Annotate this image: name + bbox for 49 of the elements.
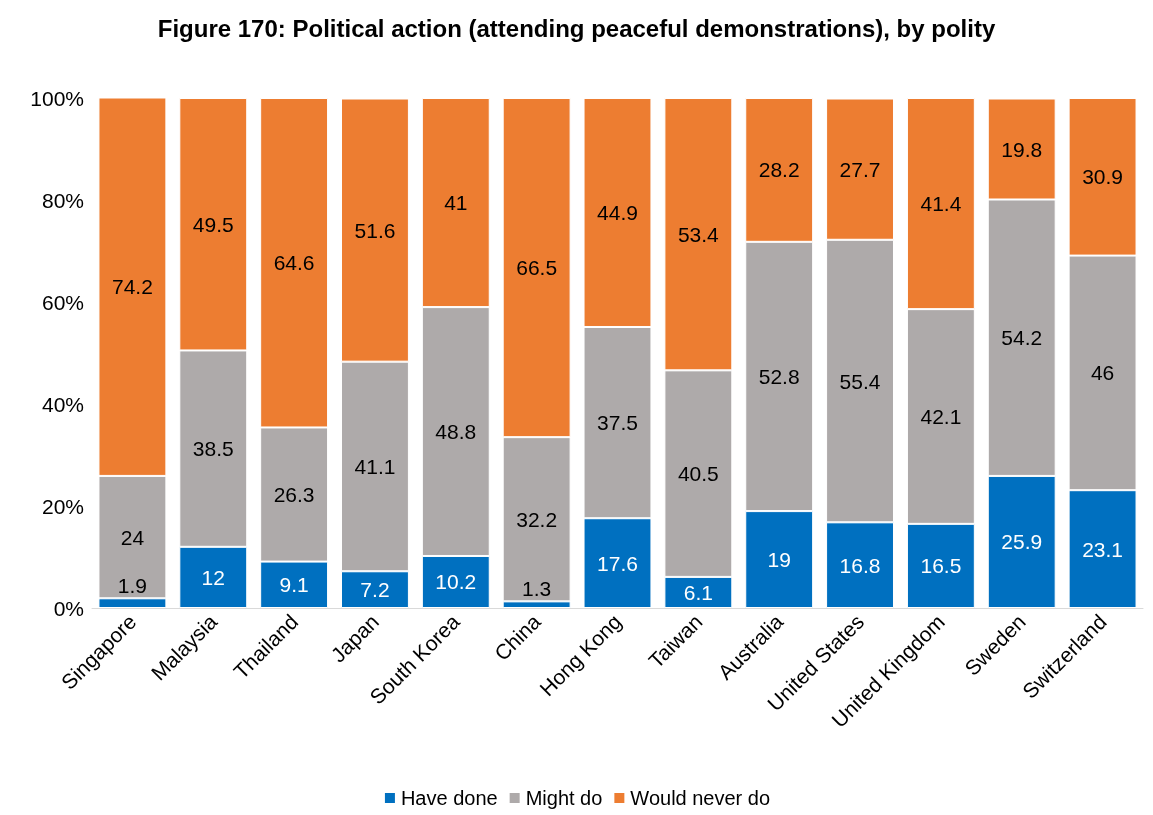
data-label: 41.4 [920,192,962,216]
data-label: 52.8 [758,364,800,388]
legend-label: Might do [525,787,603,809]
data-label: 1.3 [522,577,552,601]
data-label: 74.2 [111,275,153,299]
y-tick-label: 40% [41,392,84,416]
y-tick-label: 60% [41,290,84,314]
data-label: 16.5 [920,554,962,578]
data-label: 16.8 [839,553,881,577]
data-label: 53.4 [677,222,720,246]
data-label: 19 [767,548,791,572]
data-label: 49.5 [192,212,234,236]
data-label: 66.5 [516,256,558,280]
data-label: 64.6 [273,251,315,275]
data-label: 7.2 [360,578,390,602]
data-label: 9.1 [279,573,309,597]
data-label: 40.5 [677,462,719,486]
data-label: 32.2 [516,507,558,531]
data-label: 10.2 [435,570,477,594]
y-tick-label: 80% [41,188,84,212]
y-tick-label: 0% [53,596,84,620]
data-label: 27.7 [839,157,881,181]
data-label: 41 [444,191,468,215]
data-label: 51.6 [354,218,396,242]
data-label: 26.3 [273,483,315,507]
data-label: 30.9 [1082,165,1124,189]
data-label: 41.1 [354,454,396,478]
data-label: 1.9 [117,574,148,598]
data-label: 28.2 [758,158,800,182]
data-label: 54.2 [1001,326,1043,350]
data-label: 25.9 [1001,530,1043,554]
data-label: 44.9 [597,200,638,224]
data-label: 46 [1090,361,1115,385]
chart-title: Figure 170: Political action (attending peaceful demonstrations), by polity [157,14,996,42]
y-tick-label: 20% [41,494,84,518]
data-label: 55.4 [839,369,881,393]
data-label: 48.8 [435,420,477,444]
data-label: 38.5 [192,437,234,461]
y-tick-label: 100% [30,86,84,110]
data-label: 19.8 [1001,137,1043,161]
data-label: 17.6 [597,551,638,575]
data-label: 6.1 [683,580,713,604]
data-label: 37.5 [597,411,638,435]
data-label: 24 [120,525,145,549]
data-label: 42.1 [920,404,962,428]
legend-label: Would never do [630,787,771,809]
data-label: 23.1 [1082,537,1124,561]
legend-label: Have done [400,787,498,809]
data-label: 12 [201,565,225,589]
